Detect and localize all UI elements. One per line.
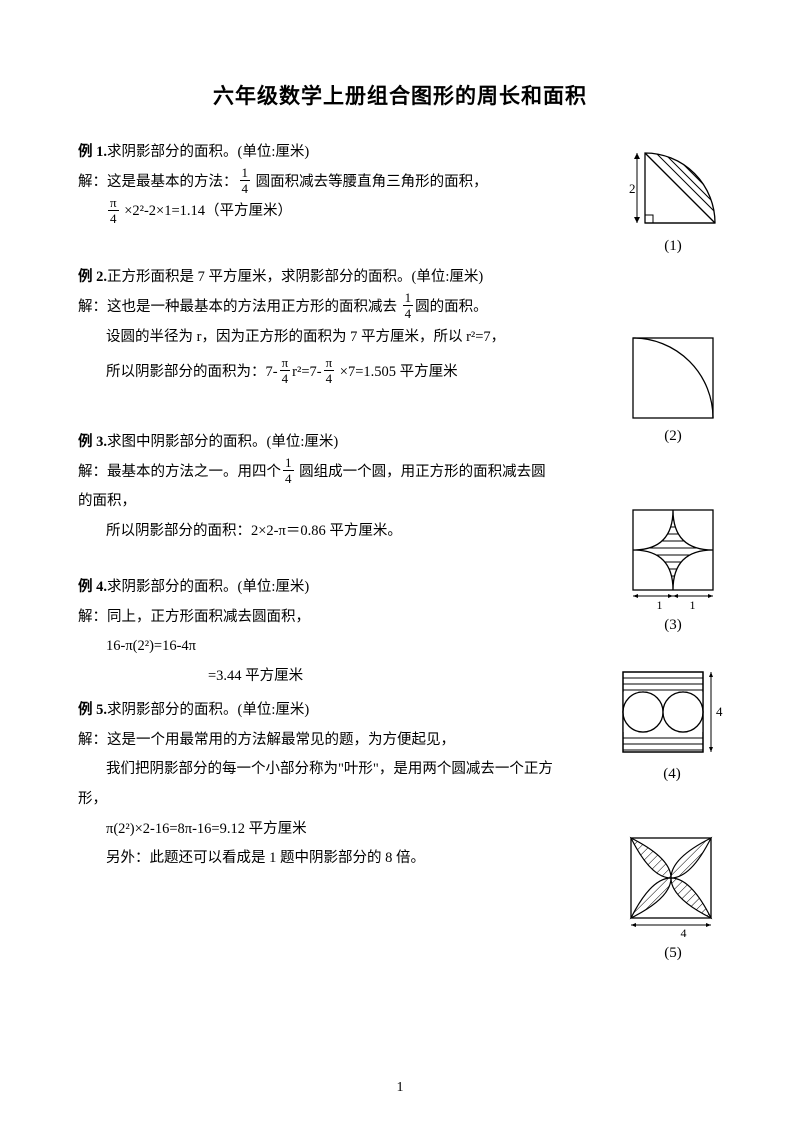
page-title: 六年级数学上册组合图形的周长和面积 bbox=[78, 80, 722, 110]
p2-s3c: ×7=1.505 平方厘米 bbox=[336, 364, 457, 380]
p5-s3: 形， bbox=[78, 785, 722, 815]
fig1-label: (1) bbox=[618, 238, 728, 255]
p4-head: 例 4. bbox=[78, 579, 107, 595]
figure-1: 2 (1) bbox=[618, 148, 728, 255]
p2-s3a: 所以阴影部分的面积为：7- bbox=[106, 364, 278, 380]
p2-q: 正方形面积是 7 平方厘米，求阴影部分的面积。(单位:厘米) bbox=[107, 269, 483, 285]
p3-q: 求图中阴影部分的面积。(单位:厘米) bbox=[107, 434, 338, 450]
p4-s2: 16-π(2²)=16-4π bbox=[78, 632, 722, 662]
p5-q: 求阴影部分的面积。(单位:厘米) bbox=[107, 702, 309, 718]
p3-head: 例 3. bbox=[78, 434, 107, 450]
p2-s1a: 解：这也是一种最基本的方法用正方形的面积减去 bbox=[78, 299, 401, 315]
svg-text:2: 2 bbox=[629, 181, 636, 196]
p2-s1b: 圆的面积。 bbox=[415, 299, 488, 315]
p3-s1b: 圆组成一个圆，用正方形的面积减去圆 bbox=[296, 464, 546, 480]
p5-head: 例 5. bbox=[78, 702, 107, 718]
p2-s3b: r²=7- bbox=[292, 364, 321, 380]
fig5-label: (5) bbox=[618, 945, 728, 962]
figure-5: 4 (5) bbox=[618, 830, 728, 962]
p2-head: 例 2. bbox=[78, 269, 107, 285]
p4-q: 求阴影部分的面积。(单位:厘米) bbox=[107, 579, 309, 595]
p3-s1a: 解：最基本的方法之一。用四个 bbox=[78, 464, 281, 480]
p1-head: 例 1. bbox=[78, 144, 107, 160]
page-number: 1 bbox=[0, 1080, 800, 1096]
p1-s1b: 圆面积减去等腰直角三角形的面积， bbox=[252, 174, 488, 190]
p1-s1a: 解：这是最基本的方法： bbox=[78, 174, 238, 190]
p4-s1: 解：同上，正方形面积减去圆面积， bbox=[78, 603, 722, 633]
p5-s2: 我们把阴影部分的每一个小部分称为"叶形"，是用两个圆减去一个正方 bbox=[78, 755, 722, 785]
p5-s1: 解：这是一个用最常用的方法解最常见的题，为方便起见， bbox=[78, 726, 722, 756]
p1-s2: ×2²-2×1=1.14（平方厘米） bbox=[121, 203, 292, 219]
p1-q: 求阴影部分的面积。(单位:厘米) bbox=[107, 144, 309, 160]
